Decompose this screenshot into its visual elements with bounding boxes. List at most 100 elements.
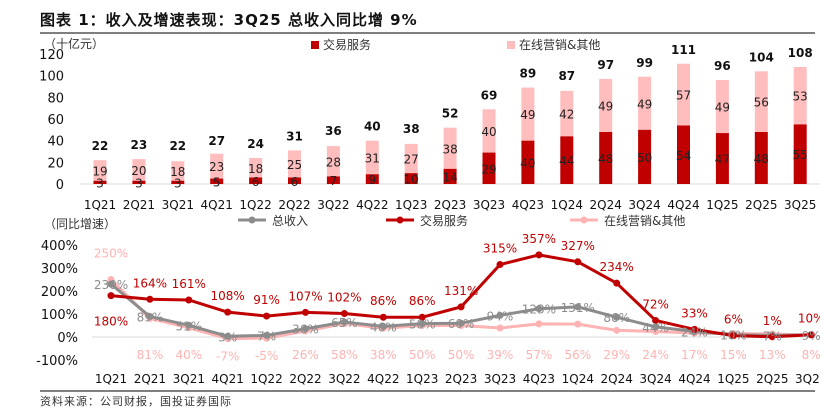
bar-label-transaction: 29 <box>481 162 496 176</box>
series-total-revenue-point <box>418 320 426 328</box>
series-online-marketing-data-label: 38% <box>370 348 397 362</box>
series-transaction-services-point <box>457 303 465 311</box>
series-online-marketing-data-label: 81% <box>137 348 164 362</box>
series-total-revenue-data-label: 44% <box>642 321 669 335</box>
legend-label-transaction: 交易服务 <box>323 37 371 52</box>
series-online-marketing-data-label: 8% <box>802 348 820 362</box>
bar-total-label: 87 <box>558 69 575 83</box>
bar-transaction-services <box>326 176 340 184</box>
series-total-revenue-point <box>340 318 348 326</box>
line-x-tick: 4Q22 <box>367 372 399 386</box>
series-total-revenue-data-label: 10% <box>720 329 747 343</box>
bar-online-marketing <box>599 78 613 132</box>
bar-x-tick: 2Q24 <box>590 198 622 212</box>
legend-label-series-online-marketing: 在线营销&其他 <box>604 214 685 228</box>
bar-online-marketing <box>365 140 379 175</box>
bar-x-tick: 4Q24 <box>667 198 699 212</box>
bar-label-online: 56 <box>754 96 769 110</box>
series-transaction-services-data-label: 107% <box>288 289 322 303</box>
line-x-tick: 4Q23 <box>523 372 555 386</box>
series-online-marketing-data-label: 57% <box>526 348 553 362</box>
bar-label-online: 23 <box>209 160 224 174</box>
bar-label-online: 19 <box>92 164 107 178</box>
bar-online-marketing <box>404 143 418 174</box>
series-total-revenue-data-label: 51% <box>175 319 202 333</box>
bar-total-label: 89 <box>520 67 537 81</box>
series-transaction-services-data-label: 72% <box>642 297 669 311</box>
bar-label-online: 18 <box>170 165 185 179</box>
legend-marker-series-total-revenue <box>248 216 256 224</box>
bar-total-label: 97 <box>597 58 614 72</box>
bar-x-tick: 4Q23 <box>512 198 544 212</box>
bar-transaction-services <box>793 124 807 184</box>
bar-total-label: 38 <box>403 122 420 136</box>
bar-label-online: 49 <box>715 101 730 115</box>
line-x-tick: 1Q25 <box>717 372 749 386</box>
series-transaction-services-data-label: 180% <box>94 315 128 329</box>
bar-transaction-services <box>443 168 457 184</box>
bar-x-tick: 2Q25 <box>745 198 777 212</box>
line-x-tick: 1Q24 <box>562 372 594 386</box>
bar-online-marketing <box>521 87 535 141</box>
series-transaction-services-point <box>574 258 582 266</box>
series-transaction-services-data-label: 6% <box>724 313 743 327</box>
series-total-revenue-point <box>613 313 621 321</box>
bar-label-online: 25 <box>287 158 302 172</box>
legend-marker-series-online-marketing <box>580 216 588 224</box>
bar-online-marketing <box>249 158 263 178</box>
bar-y-tick: 120 <box>39 48 64 63</box>
series-transaction-services-data-label: 327% <box>561 239 595 253</box>
bar-transaction-services <box>482 152 496 184</box>
bar-online-marketing <box>443 127 457 169</box>
bar-label-transaction: 40 <box>520 156 535 170</box>
bar-transaction-services <box>560 136 574 184</box>
series-transaction-services-data-label: 234% <box>600 260 634 274</box>
line-x-tick: 4Q21 <box>212 372 244 386</box>
bar-label-online: 38 <box>442 142 457 156</box>
bar-online-marketing <box>560 90 574 137</box>
bar-y-tick: 20 <box>47 156 64 171</box>
bar-label-online: 27 <box>404 153 419 167</box>
bar-total-label: 23 <box>131 138 148 152</box>
line-y-tick: -100% <box>36 354 78 369</box>
bar-online-marketing <box>754 71 768 132</box>
bar-transaction-services <box>404 173 418 184</box>
series-transaction-services-point <box>302 308 309 316</box>
legend-label-online: 在线营销&其他 <box>519 38 600 52</box>
bar-x-tick: 1Q23 <box>395 198 427 212</box>
series-total-revenue-data-label: 36% <box>292 323 319 337</box>
series-online-marketing-data-label: 13% <box>759 348 786 362</box>
series-total-revenue-point <box>652 323 660 331</box>
series-transaction-services-point <box>496 261 504 269</box>
bar-label-transaction: 3 <box>96 176 104 190</box>
series-online-marketing-data-label: -7% <box>216 350 239 364</box>
series-total-revenue-point <box>496 311 504 319</box>
series-total-revenue-data-label: 46% <box>370 320 397 334</box>
bar-total-label: 22 <box>92 139 109 153</box>
bar-transaction-services <box>677 125 690 184</box>
bar-online-marketing <box>677 63 690 126</box>
bar-online-marketing <box>210 153 224 179</box>
series-transaction-services-data-label: 357% <box>522 232 556 246</box>
bar-label-transaction: 6 <box>291 175 299 189</box>
line-x-tick: 1Q21 <box>95 372 127 386</box>
figure-title: 图表 1：收入及增速表现：3Q25 总收入同比增 9% <box>40 11 418 29</box>
bar-transaction-services <box>599 132 613 184</box>
series-total-revenue-point <box>574 303 582 311</box>
series-total-revenue-data-label: 24% <box>681 325 708 339</box>
bar-label-online: 49 <box>520 108 535 122</box>
bar-total-label: 27 <box>208 134 225 148</box>
bar-y-tick: 100 <box>39 70 64 85</box>
series-transaction-services-point <box>535 251 543 259</box>
bar-label-online: 28 <box>326 155 341 169</box>
series-transaction-services-point <box>224 308 232 316</box>
line-x-tick: 3Q22 <box>328 372 360 386</box>
bar-x-tick: 4Q21 <box>201 198 233 212</box>
series-online-marketing-data-label: 29% <box>603 348 630 362</box>
series-online-marketing-data-label: 26% <box>292 348 319 362</box>
bar-total-label: 24 <box>247 137 264 151</box>
source-note: 资料来源：公司财报，国投证券国际 <box>40 395 232 408</box>
series-transaction-services-point <box>107 292 115 300</box>
bar-transaction-services <box>93 180 107 184</box>
bar-x-tick: 3Q24 <box>628 198 660 212</box>
